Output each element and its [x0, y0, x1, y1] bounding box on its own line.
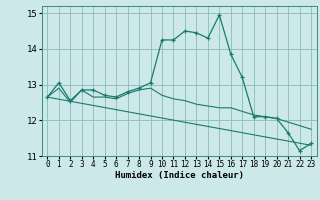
X-axis label: Humidex (Indice chaleur): Humidex (Indice chaleur) — [115, 171, 244, 180]
